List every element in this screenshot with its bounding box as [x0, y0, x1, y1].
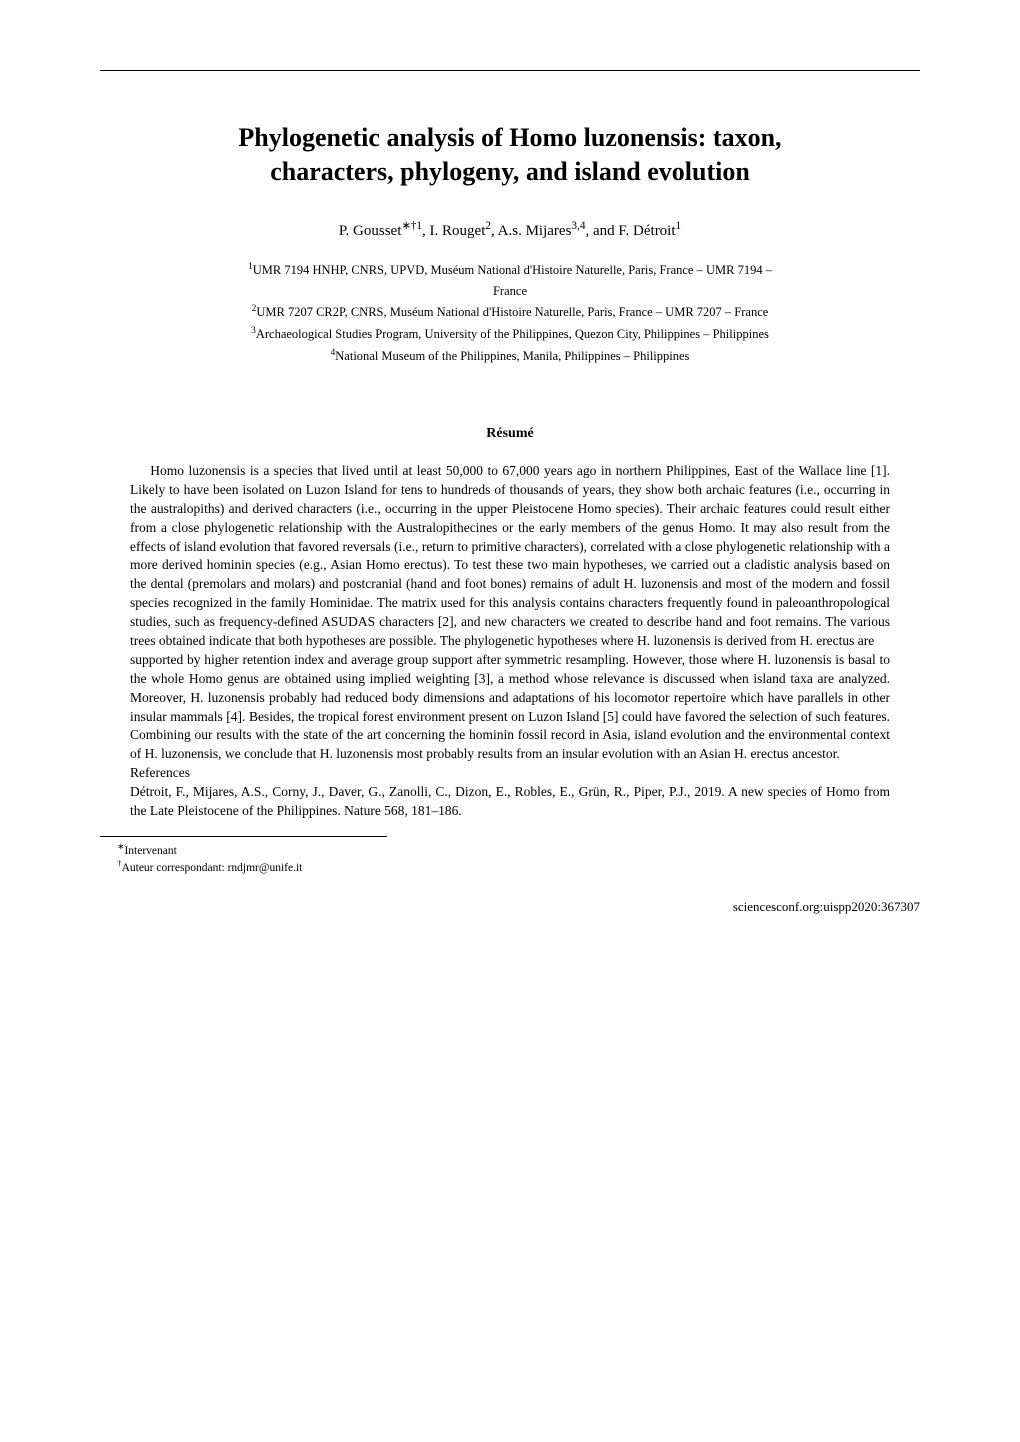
footnote-2-text: Auteur correspondant: rndjmr@unife.it	[122, 862, 303, 874]
affiliations: 1UMR 7194 HNHP, CNRS, UPVD, Muséum Natio…	[100, 260, 920, 366]
author-1-sup: ∗†1	[401, 220, 422, 232]
author-1: P. Gousset	[339, 223, 402, 239]
paper-title: Phylogenetic analysis of Homo luzonensis…	[100, 121, 920, 189]
abstract-body: Homo luzonensis is a species that lived …	[130, 462, 890, 821]
affil-1b: France	[100, 282, 920, 301]
affil-4-text: National Museum of the Philippines, Mani…	[335, 349, 689, 363]
abstract-para-2: supported by higher retention index and …	[130, 651, 890, 764]
affil-2-text: UMR 7207 CR2P, CNRS, Muséum National d'H…	[256, 305, 768, 319]
author-3: , A.s. Mijares	[491, 223, 571, 239]
affil-2: 2UMR 7207 CR2P, CNRS, Muséum National d'…	[100, 302, 920, 322]
title-line-1: Phylogenetic analysis of Homo luzonensis…	[238, 123, 781, 152]
abstract-heading: Résumé	[100, 426, 920, 442]
footnotes-rule: ∗Intervenant †Auteur correspondant: rndj…	[100, 836, 387, 874]
title-line-2: characters, phylogeny, and island evolut…	[270, 157, 750, 186]
references-label: References	[130, 764, 890, 783]
affil-3-text: Archaeological Studies Program, Universi…	[256, 327, 769, 341]
page-footer: sciencesconf.org:uispp2020:367307	[100, 899, 920, 915]
affil-4: 4National Museum of the Philippines, Man…	[100, 346, 920, 366]
footnote-1-text: Intervenant	[124, 845, 176, 857]
footnote-1: ∗Intervenant	[100, 841, 961, 857]
footnote-2: †Auteur correspondant: rndjmr@unife.it	[100, 858, 961, 874]
author-4: , and F. Détroit	[585, 223, 675, 239]
abstract-para-1: Homo luzonensis is a species that lived …	[130, 462, 890, 651]
author-list: P. Gousset∗†1, I. Rouget2, A.s. Mijares3…	[100, 219, 920, 240]
reference-1: Détroit, F., Mijares, A.S., Corny, J., D…	[130, 783, 890, 821]
affil-1: 1UMR 7194 HNHP, CNRS, UPVD, Muséum Natio…	[100, 260, 920, 280]
footnotes: ∗Intervenant †Auteur correspondant: rndj…	[100, 841, 961, 874]
top-rule	[100, 70, 920, 71]
author-2: , I. Rouget	[422, 223, 485, 239]
author-4-sup: 1	[676, 220, 682, 232]
affil-1-text: UMR 7194 HNHP, CNRS, UPVD, Muséum Nation…	[253, 263, 772, 277]
author-3-sup: 3,4	[571, 220, 585, 232]
affil-3: 3Archaeological Studies Program, Univers…	[100, 324, 920, 344]
